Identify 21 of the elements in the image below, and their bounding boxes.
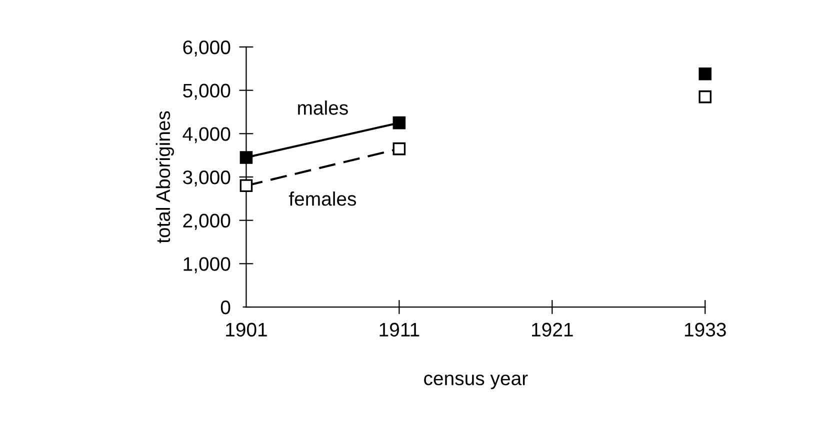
x-tick-label: 1911 [380,322,420,337]
series-label: males [298,100,348,115]
x-tick-label: 1933 [684,322,726,337]
point [392,142,406,156]
y-tick-label: 0 [220,300,230,314]
y-tick-label: 3,000 [183,170,230,187]
x-tick-label: 1921 [532,322,573,337]
x-axis-title: census year [424,374,528,390]
series-label: females [288,192,356,206]
x-tick-label: 1901 [226,322,267,337]
point [392,116,406,130]
point [698,67,712,80]
point [240,151,253,164]
y-axis-title: total Aborigines [156,111,174,244]
y-tick-label: 4,000 [182,127,230,144]
y-tick-label: 1,000 [184,257,230,274]
point [698,90,712,104]
point [240,179,253,192]
y-tick-label: 6,000 [183,40,230,57]
y-tick-label: 2,000 [183,214,230,230]
y-tick-label: 5,000 [183,84,230,100]
